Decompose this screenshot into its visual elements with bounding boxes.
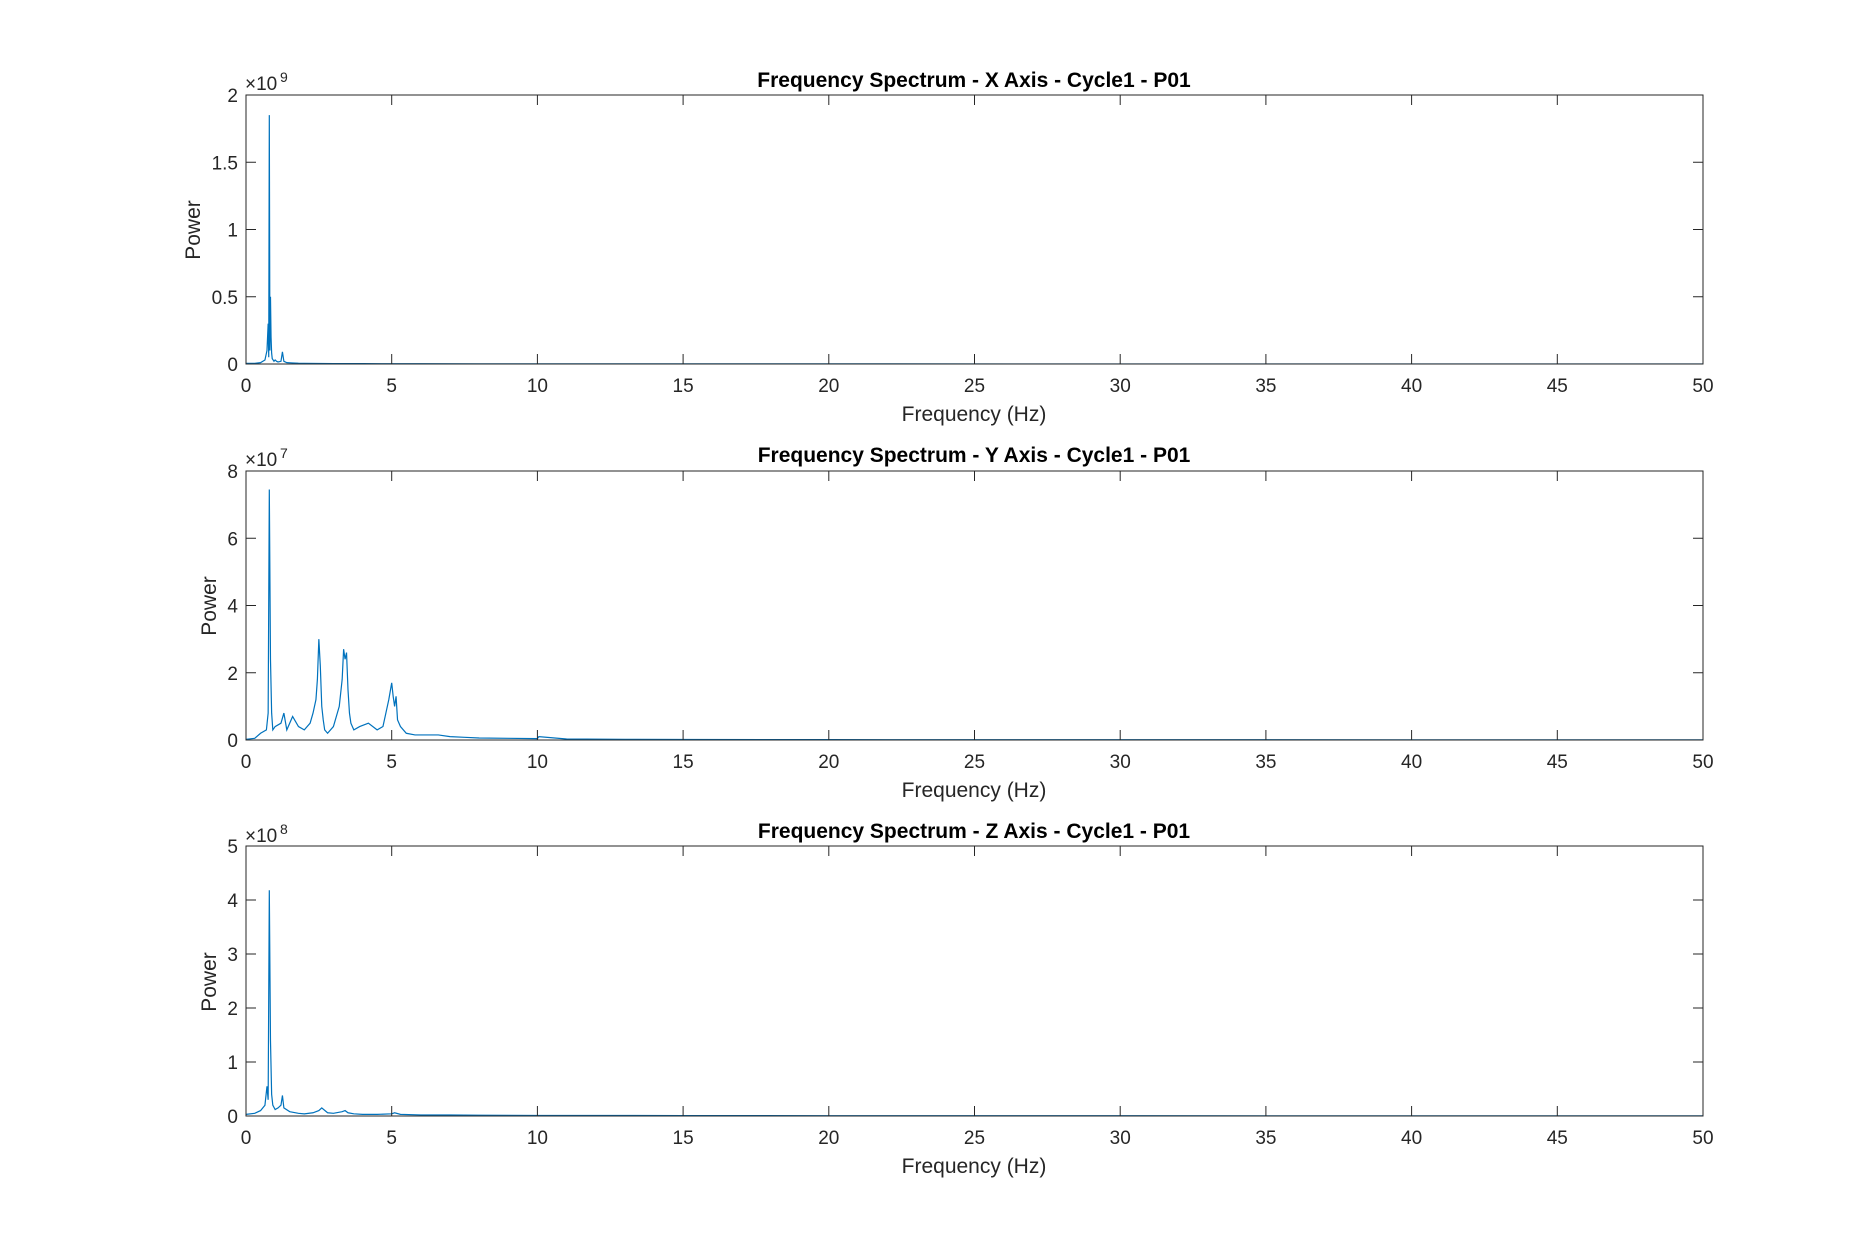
x-tick-label: 20 bbox=[818, 376, 839, 397]
x-tick-label: 15 bbox=[673, 376, 694, 397]
y-tick-label: 3 bbox=[227, 945, 238, 966]
y-exponent-power: 8 bbox=[280, 821, 288, 837]
x-tick-label: 30 bbox=[1110, 1128, 1131, 1149]
series-line bbox=[245, 890, 1704, 1117]
x-tick-label: 45 bbox=[1547, 1128, 1568, 1149]
y-tick-label: 0 bbox=[227, 1107, 238, 1128]
x-tick-label: 25 bbox=[964, 1128, 985, 1149]
x-tick-label: 45 bbox=[1547, 752, 1568, 773]
chart-title: Frequency Spectrum - X Axis - Cycle1 - P… bbox=[757, 69, 1191, 92]
x-tick-label: 50 bbox=[1692, 752, 1713, 773]
x-tick-label: 10 bbox=[527, 752, 548, 773]
x-axis-label: Frequency (Hz) bbox=[902, 779, 1047, 802]
subplot-z-axis: Frequency Spectrum - Z Axis - Cycle1 - P… bbox=[198, 820, 1714, 1178]
x-tick-label: 40 bbox=[1401, 1128, 1422, 1149]
y-exponent-base: ×10 bbox=[245, 74, 277, 95]
subplot-x-axis: Frequency Spectrum - X Axis - Cycle1 - P… bbox=[182, 69, 1714, 426]
x-tick-label: 20 bbox=[818, 1128, 839, 1149]
x-tick-label: 35 bbox=[1255, 752, 1276, 773]
y-axis-label: Power bbox=[198, 952, 221, 1012]
x-tick-label: 30 bbox=[1110, 752, 1131, 773]
x-tick-label: 25 bbox=[964, 376, 985, 397]
x-tick-label: 15 bbox=[673, 752, 694, 773]
series-line bbox=[245, 489, 1704, 741]
x-tick-label: 50 bbox=[1692, 1128, 1713, 1149]
y-axis-label: Power bbox=[182, 200, 205, 260]
x-tick-label: 40 bbox=[1401, 752, 1422, 773]
x-axis-label: Frequency (Hz) bbox=[902, 403, 1047, 426]
x-tick-label: 30 bbox=[1110, 376, 1131, 397]
y-tick-label: 1 bbox=[227, 1053, 238, 1074]
x-tick-label: 25 bbox=[964, 752, 985, 773]
x-axis-label: Frequency (Hz) bbox=[902, 1155, 1047, 1178]
y-tick-label: 2 bbox=[227, 999, 238, 1020]
y-tick-label: 0 bbox=[227, 355, 238, 376]
y-tick-label: 8 bbox=[227, 462, 238, 483]
y-tick-label: 0 bbox=[227, 731, 238, 752]
y-tick-label: 4 bbox=[227, 891, 238, 912]
y-tick-label: 1 bbox=[227, 221, 238, 242]
x-tick-label: 15 bbox=[673, 1128, 694, 1149]
x-tick-label: 5 bbox=[386, 376, 397, 397]
subplot-y-axis: Frequency Spectrum - Y Axis - Cycle1 - P… bbox=[198, 444, 1714, 802]
x-tick-label: 0 bbox=[241, 376, 252, 397]
x-tick-label: 45 bbox=[1547, 376, 1568, 397]
y-tick-label: 1.5 bbox=[212, 153, 238, 174]
x-tick-label: 40 bbox=[1401, 376, 1422, 397]
x-tick-label: 10 bbox=[527, 376, 548, 397]
chart-title: Frequency Spectrum - Z Axis - Cycle1 - P… bbox=[758, 820, 1191, 843]
y-exponent-base: ×10 bbox=[245, 450, 277, 471]
y-exponent-power: 9 bbox=[280, 69, 288, 85]
x-tick-label: 5 bbox=[386, 752, 397, 773]
y-exponent-base: ×10 bbox=[245, 826, 277, 847]
x-tick-label: 0 bbox=[241, 1128, 252, 1149]
y-exponent-power: 7 bbox=[280, 445, 288, 461]
y-tick-label: 2 bbox=[227, 86, 238, 107]
chart-title: Frequency Spectrum - Y Axis - Cycle1 - P… bbox=[758, 444, 1191, 467]
y-tick-label: 6 bbox=[227, 529, 238, 550]
x-tick-label: 35 bbox=[1255, 376, 1276, 397]
x-tick-label: 20 bbox=[818, 752, 839, 773]
y-tick-label: 4 bbox=[227, 597, 238, 618]
x-tick-label: 10 bbox=[527, 1128, 548, 1149]
y-axis-label: Power bbox=[198, 576, 221, 636]
x-tick-label: 50 bbox=[1692, 376, 1713, 397]
y-tick-label: 5 bbox=[227, 837, 238, 858]
x-tick-label: 5 bbox=[386, 1128, 397, 1149]
y-tick-label: 0.5 bbox=[212, 288, 238, 309]
y-tick-label: 2 bbox=[227, 664, 238, 685]
x-tick-label: 0 bbox=[241, 752, 252, 773]
x-tick-label: 35 bbox=[1255, 1128, 1276, 1149]
